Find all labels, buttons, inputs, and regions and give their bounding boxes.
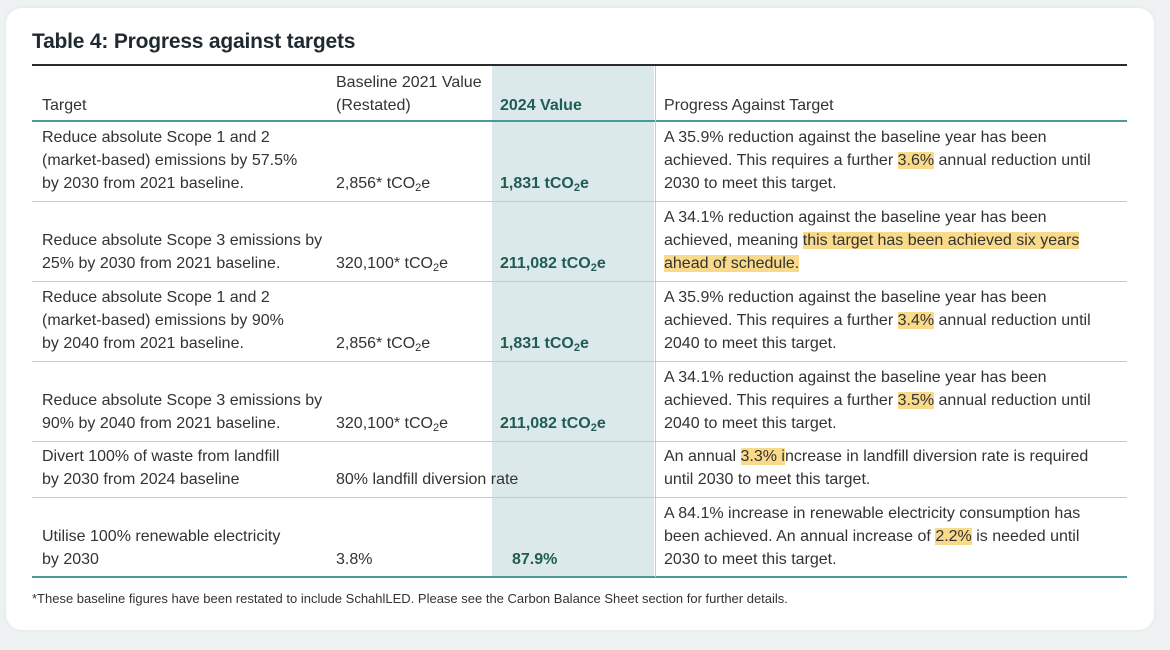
table-title: Table 4: Progress against targets [32,30,356,53]
value-2024-cell: 1,831 tCO2e [500,335,589,354]
progress-cell: A 35.9% reduction against the baseline y… [664,289,1091,352]
target-cell: Reduce absolute Scope 3 emissions by 90% … [42,392,323,432]
baseline-cell: 80% landfill diversion rate [336,471,519,488]
bottom-rule [32,576,1127,578]
highlight: 2.2% [935,528,972,545]
row-divider [32,497,1127,498]
target-cell: Divert 100% of waste from landfill by 203… [42,448,280,488]
value-2024-cell: 1,831 tCO2e [500,175,589,194]
target-cell: Reduce absolute Scope 1 and 2 (market-bas… [42,129,298,192]
highlight: 3.3% i [740,448,785,465]
highlight: 3.6% [897,152,935,169]
top-rule [32,64,1127,66]
header-progress: Progress Against Target [664,97,834,114]
row-divider [32,201,1127,202]
baseline-cell: 320,100* tCO2e [336,415,448,434]
progress-cell: A 35.9% reduction against the baseline y… [664,129,1091,192]
header-baseline-line1: Baseline 2021 Value [336,74,482,91]
value-2024-column-shade [492,66,654,577]
row-divider [32,361,1127,362]
header-rule [32,120,1127,122]
target-cell: Reduce absolute Scope 1 and 2 (market-bas… [42,289,284,352]
highlight: this target has been achieved six years [802,232,1080,249]
baseline-cell: 320,100* tCO2e [336,255,448,274]
progress-cell: An annual 3.3% increase in landfill dive… [664,448,1089,488]
value-2024-cell: 211,082 tCO2e [500,415,606,434]
value-2024-cell: 211,082 tCO2e [500,255,606,274]
row-divider [32,281,1127,282]
progress-cell: A 34.1% reduction against the baseline y… [664,209,1080,272]
target-cell: Reduce absolute Scope 3 emissions by 25% … [42,232,323,272]
target-cell: Utilise 100% renewable electricity by 203… [42,528,281,568]
highlight: 3.4% [897,312,935,329]
header-baseline-line2: (Restated) [336,97,411,114]
row-divider [32,441,1127,442]
value-2024-cell: 87.9% [512,551,558,568]
baseline-cell: 3.8% [336,551,373,568]
baseline-cell: 2,856* tCO2e [336,335,431,354]
header-2024-value: 2024 Value [500,97,582,114]
header-target: Target [42,97,87,114]
highlight: 3.5% [897,392,935,409]
baseline-cell: 2,856* tCO2e [336,175,431,194]
progress-cell: A 34.1% reduction against the baseline y… [664,369,1091,432]
progress-cell: A 84.1% increase in renewable electricit… [664,505,1081,568]
highlight: ahead of schedule. [664,255,800,272]
footnote: *These baseline figures have been restat… [32,591,788,606]
column-divider [655,66,656,577]
